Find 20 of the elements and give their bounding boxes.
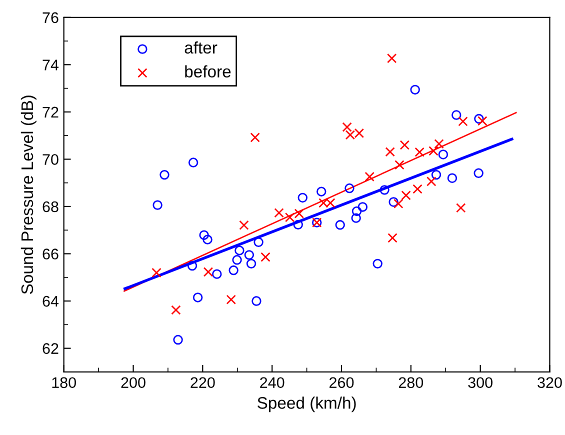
x-tick-label: 180 [52,377,76,388]
y-tick-label: 62 [42,343,58,354]
y-axis-title: Sound Pressure Level (dB) [20,96,36,294]
x-tick-label: 320 [538,377,562,388]
x-tick-label: 240 [260,377,284,388]
x-tick-label: 280 [398,377,424,388]
x-tick-label: 200 [121,377,146,388]
y-tick-label: 66 [42,248,58,260]
y-tick-label: 70 [42,154,58,165]
y-tick-label: 68 [42,201,58,212]
y-tick-label: 74 [42,60,59,70]
y-tick-label: 76 [42,12,58,24]
x-tick-label: 260 [330,377,354,388]
y-tick-label: 72 [42,106,58,118]
x-tick-label: 220 [190,377,215,388]
x-tick-label: 300 [468,377,492,388]
x-axis-title: Speed (km/h) [258,396,356,412]
legend-label: before [185,65,231,78]
legend-label: after [184,41,218,54]
y-tick-label: 64 [42,296,59,307]
